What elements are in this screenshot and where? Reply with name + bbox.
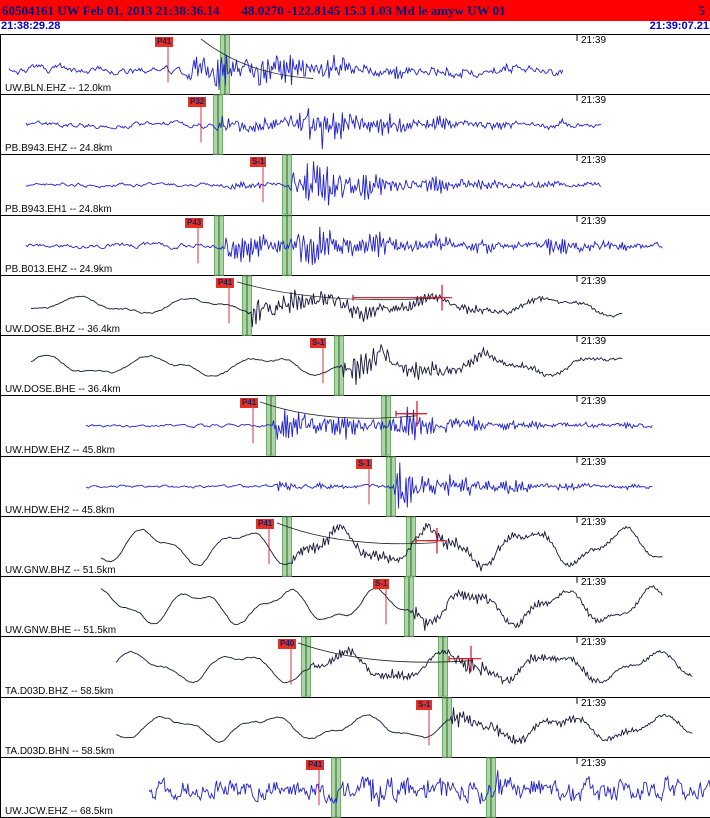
seismogram-trace[interactable] xyxy=(148,769,710,807)
seismogram-trace[interactable] xyxy=(30,344,623,386)
waveform-canvas[interactable] xyxy=(1,516,710,577)
trace-panel[interactable]: P41 21:39 UW.HDW.EHZ -- 45.8km xyxy=(1,395,710,457)
trace-panel[interactable]: S-1 21:39 UW.DOSE.BHE -- 36.4km xyxy=(1,335,710,397)
window-end-time: 21:39:07.21 xyxy=(649,20,709,32)
waveform-canvas[interactable] xyxy=(1,757,710,818)
trace-panel[interactable]: S-1 21:39 TA.D03D.BHN -- 58.5km xyxy=(1,697,710,758)
phase-pick-label[interactable]: P40 xyxy=(278,639,297,650)
station-channel-distance-label: TA.D03D.BHN -- 58.5km xyxy=(5,745,115,757)
minute-tick-label: 21:39 xyxy=(581,155,607,167)
trace-panel[interactable]: P41 21:39 UW.JCW.EHZ -- 68.5km xyxy=(1,757,710,818)
trace-panel[interactable]: P41 21:39 UW.BLN.EHZ -- 12.0km xyxy=(1,34,710,96)
seismogram-trace[interactable] xyxy=(115,707,693,744)
association-curve xyxy=(236,281,443,301)
station-channel-distance-label: UW.HDW.EHZ -- 45.8km xyxy=(5,444,116,456)
waveform-canvas[interactable] xyxy=(1,697,710,758)
trace-panel[interactable]: P41 21:39 UW.DOSE.BHZ -- 36.4km xyxy=(1,275,710,337)
station-channel-distance-label: UW.GNW.BHE -- 51.5km xyxy=(5,625,117,637)
station-channel-distance-label: UW.HDW.EH2 -- 45.8km xyxy=(5,504,115,516)
waveform-canvas[interactable] xyxy=(1,34,710,95)
waveform-canvas[interactable] xyxy=(1,576,710,637)
phase-pick-label[interactable]: S-1 xyxy=(310,338,327,349)
time-range-bar: 21:38:29.28 21:39:07.21 xyxy=(0,20,710,35)
phase-pick-label[interactable]: S-1 xyxy=(416,699,433,710)
minute-tick-label: 21:39 xyxy=(581,577,607,589)
seismogram-trace[interactable] xyxy=(85,407,653,441)
station-channel-distance-label: PB.B943.EH1 -- 24.8km xyxy=(5,203,112,215)
minute-tick-label: 21:39 xyxy=(581,697,607,709)
phase-pick-label[interactable]: P41 xyxy=(155,37,174,47)
minute-tick-label: 21:39 xyxy=(581,215,607,227)
event-location-magnitude: 48.0270 -122.8145 15.3 1.03 Md le amyw U… xyxy=(241,2,506,18)
seismogram-trace[interactable] xyxy=(100,584,663,631)
seismogram-trace[interactable] xyxy=(25,108,602,150)
phase-pick-label[interactable]: P43 xyxy=(185,217,204,228)
minute-tick-label: 21:39 xyxy=(581,637,607,649)
trace-panel-stack: P41 21:39 UW.BLN.EHZ -- 12.0km P32 21:39 PB.B… xyxy=(0,34,710,818)
seismogram-trace[interactable] xyxy=(100,522,663,572)
waveform-canvas[interactable] xyxy=(1,215,710,276)
minute-tick-label: 21:39 xyxy=(581,275,607,287)
predicted-arrival-cross-marker[interactable] xyxy=(395,401,427,428)
waveform-canvas[interactable] xyxy=(1,94,710,155)
station-channel-distance-label: UW.GNW.BHZ -- 51.5km xyxy=(5,565,116,577)
station-channel-distance-label: UW.BLN.EHZ -- 12.0km xyxy=(5,83,112,95)
minute-tick-label: 21:39 xyxy=(581,757,607,769)
trace-panel[interactable]: P40 21:39 TA.D03D.BHZ -- 58.5km xyxy=(1,636,710,698)
minute-tick-label: 21:39 xyxy=(581,35,607,46)
seismogram-trace[interactable] xyxy=(8,54,564,91)
waveform-canvas[interactable] xyxy=(1,456,710,517)
trace-panel[interactable]: S-1 21:39 PB.B943.EH1 -- 24.8km xyxy=(1,154,710,216)
predicted-arrival-cross-marker[interactable] xyxy=(448,646,481,672)
event-id-and-origin-time: 60504161 UW Feb 01, 2013 21:38:36.14 xyxy=(2,2,220,18)
minute-tick-label: 21:39 xyxy=(581,336,607,348)
station-channel-distance-label: PB.B943.EHZ -- 24.8km xyxy=(5,143,113,155)
minute-tick-label: 21:39 xyxy=(581,456,607,468)
trace-panel[interactable]: P41 21:39 UW.GNW.BHZ -- 51.5km xyxy=(1,516,710,578)
minute-tick-label: 21:39 xyxy=(581,516,607,528)
event-header-bar: 60504161 UW Feb 01, 2013 21:38:36.14 48.… xyxy=(0,0,710,21)
phase-pick-label[interactable]: P41 xyxy=(216,277,235,288)
seismogram-trace[interactable] xyxy=(30,289,623,327)
station-channel-distance-label: UW.DOSE.BHZ -- 36.4km xyxy=(5,324,121,336)
seismogram-trace[interactable] xyxy=(115,646,693,686)
minute-tick-label: 21:39 xyxy=(581,396,607,408)
phase-pick-label[interactable]: P32 xyxy=(188,97,207,108)
predicted-arrival-cross-marker[interactable] xyxy=(415,527,447,554)
phase-pick-label[interactable]: S-1 xyxy=(250,157,267,168)
trace-panel[interactable]: S-1 21:39 UW.HDW.EH2 -- 45.8km xyxy=(1,456,710,517)
trace-panel[interactable]: P32 21:39 PB.B943.EHZ -- 24.8km xyxy=(1,94,710,156)
station-channel-distance-label: UW.DOSE.BHE -- 36.4km xyxy=(5,384,121,396)
waveform-canvas[interactable] xyxy=(1,154,710,216)
station-channel-distance-label: PB.B013.EHZ -- 24.9km xyxy=(5,263,113,275)
waveform-canvas[interactable] xyxy=(1,395,710,457)
trace-panel[interactable]: S-1 21:39 UW.GNW.BHE -- 51.5km xyxy=(1,576,710,638)
phase-pick-label[interactable]: S-1 xyxy=(356,458,373,469)
phase-pick-label[interactable]: P41 xyxy=(306,759,325,770)
waveform-canvas[interactable] xyxy=(1,275,710,336)
trace-panel[interactable]: P43 21:39 PB.B013.EHZ -- 24.9km xyxy=(1,215,710,276)
seismogram-trace[interactable] xyxy=(25,161,602,206)
association-curve xyxy=(276,522,438,545)
waveform-canvas[interactable] xyxy=(1,636,710,698)
association-curve xyxy=(200,38,314,79)
waveform-canvas[interactable] xyxy=(1,335,710,396)
phase-pick-label[interactable]: S-1 xyxy=(373,579,390,590)
window-start-time: 21:38:29.28 xyxy=(1,20,61,32)
phase-pick-label[interactable]: P41 xyxy=(256,518,275,529)
event-flag-count: 5 xyxy=(698,2,706,18)
association-curve xyxy=(297,642,472,663)
station-channel-distance-label: TA.D03D.BHZ -- 58.5km xyxy=(5,685,114,697)
seismogram-trace[interactable] xyxy=(25,226,663,265)
station-channel-distance-label: UW.JCW.EHZ -- 68.5km xyxy=(5,806,113,818)
minute-tick-label: 21:39 xyxy=(581,95,607,107)
association-curve xyxy=(259,401,418,420)
phase-pick-label[interactable]: P41 xyxy=(240,398,259,409)
predicted-arrival-cross-marker[interactable] xyxy=(352,284,452,311)
